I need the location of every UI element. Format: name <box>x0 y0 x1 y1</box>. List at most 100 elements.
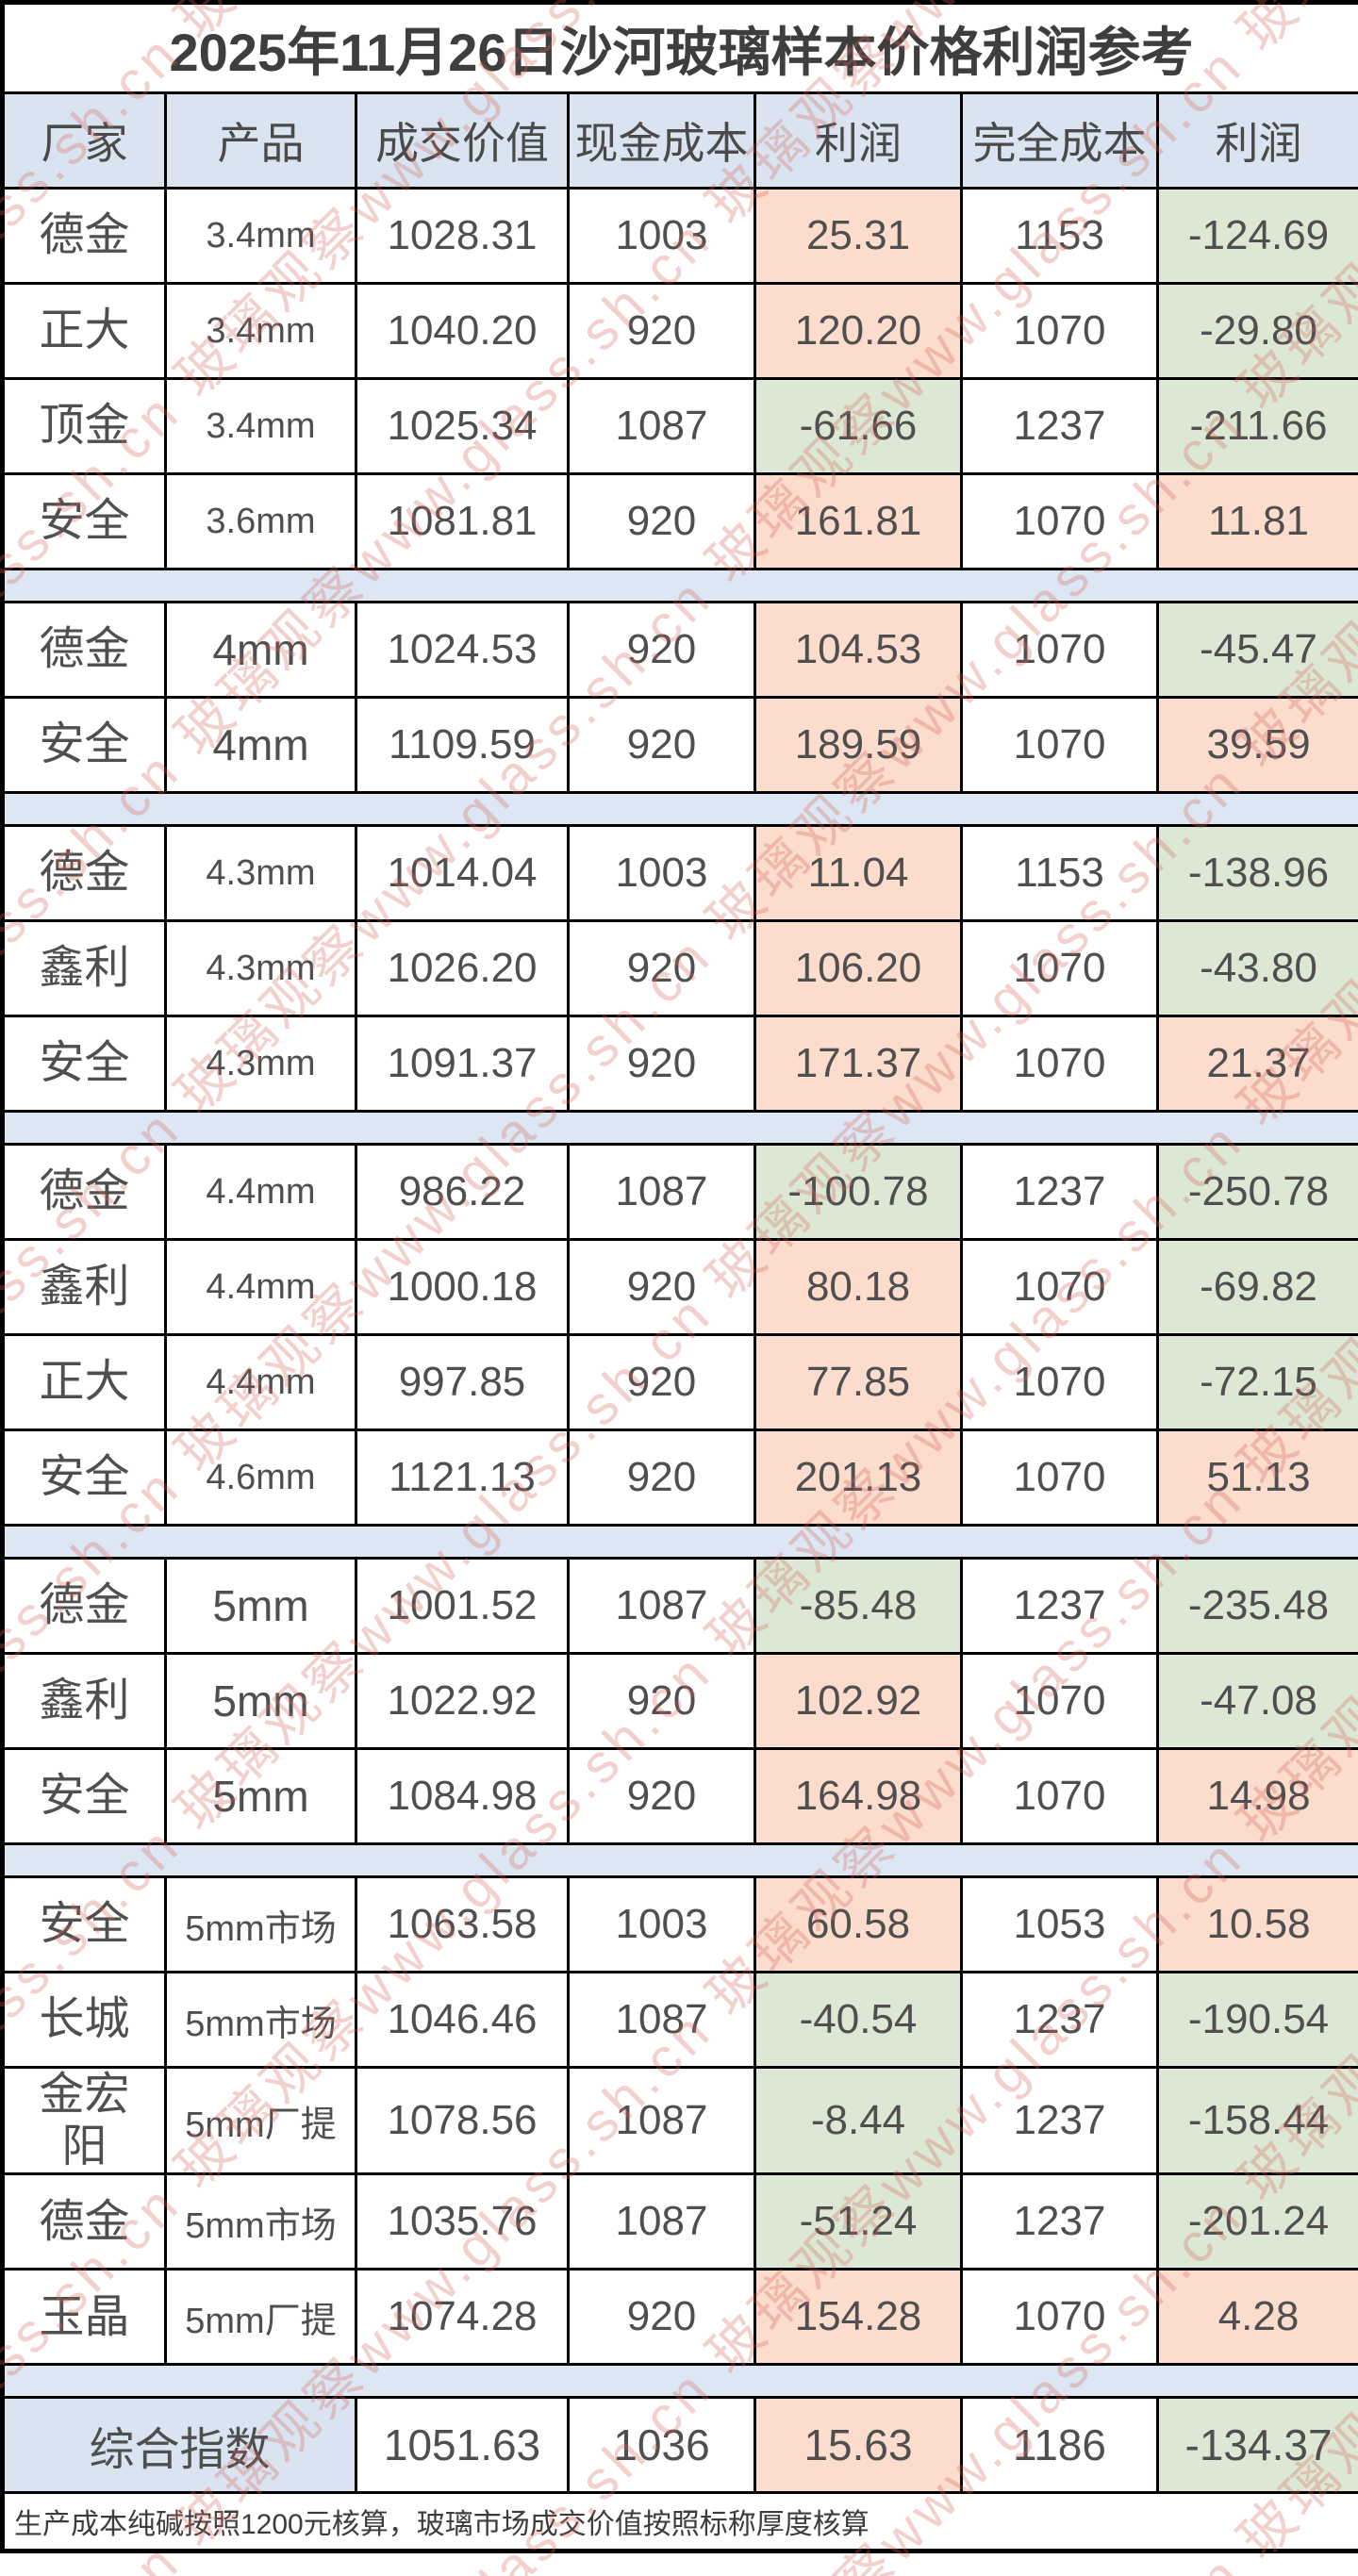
cell-cash-profit: 60.58 <box>754 1875 963 1973</box>
table-row: 德金 5mm 1001.52 1087 -85.48 1237 -235.48 <box>1 1557 1358 1655</box>
cell-cash-cost: 1087 <box>567 2172 756 2271</box>
cell-full-cost: 1070 <box>960 1747 1159 1845</box>
table-row: 顶金 3.4mm 1025.34 1087 -61.66 1237 -211.66 <box>1 377 1358 475</box>
cell-deal-value: 1091.37 <box>355 1015 570 1113</box>
group-separator <box>0 568 1358 603</box>
cell-product: 5mm市场 <box>164 1875 357 1973</box>
factory-name: 德金 <box>39 1166 130 1217</box>
cell-factory: 德金 <box>1 2172 167 2271</box>
cell-cash-profit: 154.28 <box>754 2268 963 2367</box>
table-row: 长城 5mm市场 1046.46 1087 -40.54 1237 -190.54 <box>1 1971 1358 2069</box>
cell-full-cost: 1070 <box>960 1428 1159 1527</box>
factory-name: 安全 <box>39 1899 130 1950</box>
cell-factory: 金宏阳 <box>1 2065 167 2176</box>
cell-cash-profit: 11.04 <box>754 824 963 922</box>
cell-full-cost: 1070 <box>960 696 1159 794</box>
group-separator-band <box>0 2363 1358 2400</box>
cell-full-cost: 1053 <box>960 1875 1159 1973</box>
cell-full-cost: 1153 <box>960 187 1159 285</box>
cell-factory: 德金 <box>1 1143 167 1241</box>
factory-name: 德金 <box>39 624 130 675</box>
title-row: 2025年11月26日沙河玻璃样本价格利润参考 <box>0 1 1358 94</box>
cell-full-profit: -190.54 <box>1155 1971 1358 2069</box>
cell-cash-profit: 106.20 <box>754 919 963 1017</box>
cell-factory: 德金 <box>1 187 167 285</box>
cell-cash-cost: 920 <box>567 1652 756 1750</box>
factory-name: 德金 <box>39 2196 130 2247</box>
factory-name: 正大 <box>39 1357 130 1408</box>
group-separator <box>0 1110 1358 1146</box>
cell-product: 4.6mm <box>164 1428 357 1527</box>
cell-cash-cost: 920 <box>567 1015 756 1113</box>
cell-full-cost: 1070 <box>960 2268 1159 2367</box>
cell-full-profit: -29.80 <box>1155 282 1358 380</box>
cell-deal-value: 1028.31 <box>355 187 570 285</box>
cell-deal-value: 1026.20 <box>355 919 570 1017</box>
cell-product: 4.3mm <box>164 1015 357 1113</box>
cell-cash-profit: 161.81 <box>754 472 963 570</box>
cell-deal-value: 1046.46 <box>355 1971 570 2069</box>
cell-factory: 正大 <box>1 282 167 380</box>
factory-name: 德金 <box>39 848 130 899</box>
cell-deal-value: 1109.59 <box>355 696 570 794</box>
cell-cash-cost: 920 <box>567 472 756 570</box>
cell-cash-cost: 920 <box>567 1238 756 1336</box>
cell-full-profit: -201.24 <box>1155 2172 1358 2271</box>
table-row: 德金 3.4mm 1028.31 1003 25.31 1153 -124.69 <box>1 187 1358 285</box>
cell-full-profit: -158.44 <box>1155 2065 1358 2176</box>
group-separator-band <box>0 1110 1358 1146</box>
cell-full-profit: 51.13 <box>1155 1428 1358 1527</box>
footnote-text: 生产成本纯碱按照1200元核算，玻璃市场成交价值按照标称厚度核算 <box>0 2491 1358 2553</box>
cell-cash-cost: 1003 <box>567 1875 756 1973</box>
cell-full-cost: 1070 <box>960 1238 1159 1336</box>
summary-row: 综合指数 1051.63 1036 15.63 1186 -134.37 <box>1 2396 1358 2495</box>
group-separator-band <box>0 1842 1358 1878</box>
group-separator <box>0 1524 1358 1560</box>
cell-full-profit: -250.78 <box>1155 1143 1358 1241</box>
cell-deal-value: 1121.13 <box>355 1428 570 1527</box>
group-separator-band <box>0 791 1358 827</box>
table-row: 正大 3.4mm 1040.20 920 120.20 1070 -29.80 <box>1 282 1358 380</box>
cell-full-cost: 1070 <box>960 1652 1159 1750</box>
cell-full-profit: 39.59 <box>1155 696 1358 794</box>
cell-full-cost: 1070 <box>960 1015 1159 1113</box>
cell-cash-cost: 1087 <box>567 1143 756 1241</box>
cell-full-profit: -211.66 <box>1155 377 1358 475</box>
cell-product: 4.4mm <box>164 1238 357 1336</box>
column-header-4: 利润 <box>754 91 963 190</box>
factory-name: 顶金 <box>39 401 130 452</box>
cell-full-profit: -72.15 <box>1155 1333 1358 1431</box>
cell-full-cost: 1237 <box>960 2065 1159 2176</box>
factory-name: 德金 <box>39 1580 130 1631</box>
column-header-2: 成交价值 <box>355 91 570 190</box>
cell-product: 5mm <box>164 1557 357 1655</box>
cell-product: 5mm厂提 <box>164 2268 357 2367</box>
cell-full-cost: 1070 <box>960 601 1159 699</box>
cell-full-profit: -43.80 <box>1155 919 1358 1017</box>
cell-deal-value: 1074.28 <box>355 2268 570 2367</box>
summary-cash-cost: 1036 <box>567 2396 756 2495</box>
column-header-row: 厂家 产品 成交价值 现金成本 利润 完全成本 利润 <box>1 91 1358 190</box>
cell-product: 4.4mm <box>164 1143 357 1241</box>
factory-name: 玉晶 <box>39 2291 130 2342</box>
cell-full-profit: -124.69 <box>1155 187 1358 285</box>
cell-product: 3.6mm <box>164 472 357 570</box>
cell-cash-profit: 77.85 <box>754 1333 963 1431</box>
factory-name: 安全 <box>39 719 130 770</box>
factory-name: 金宏阳 <box>39 2070 130 2172</box>
group-separator <box>0 791 1358 827</box>
page-title: 2025年11月26日沙河玻璃样本价格利润参考 <box>0 1 1358 94</box>
cell-full-cost: 1070 <box>960 282 1159 380</box>
cell-deal-value: 1022.92 <box>355 1652 570 1750</box>
cell-full-cost: 1153 <box>960 824 1159 922</box>
cell-factory: 长城 <box>1 1971 167 2069</box>
cell-factory: 顶金 <box>1 377 167 475</box>
table-row: 鑫利 5mm 1022.92 920 102.92 1070 -47.08 <box>1 1652 1358 1750</box>
cell-factory: 安全 <box>1 1747 167 1845</box>
cell-full-cost: 1070 <box>960 919 1159 1017</box>
cell-full-cost: 1070 <box>960 1333 1159 1431</box>
summary-deal-value: 1051.63 <box>355 2396 570 2495</box>
cell-factory: 安全 <box>1 696 167 794</box>
cell-cash-cost: 920 <box>567 2268 756 2367</box>
cell-full-cost: 1237 <box>960 1557 1159 1655</box>
